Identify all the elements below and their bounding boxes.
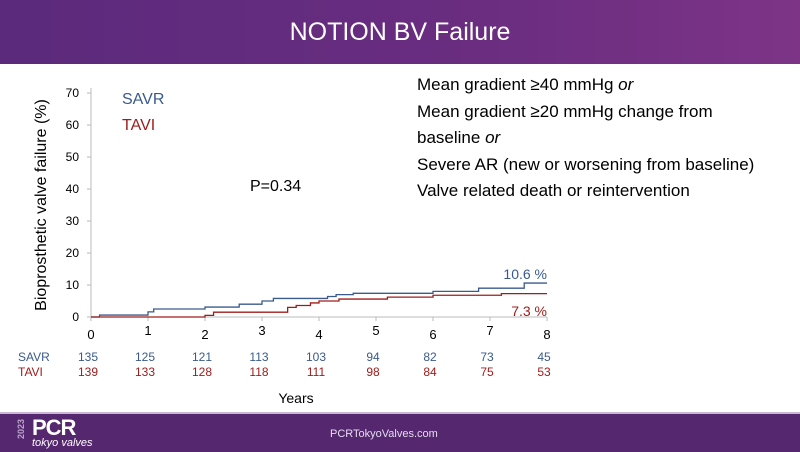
x-axis-label: Years <box>278 390 313 406</box>
y-tick-label: 40 <box>66 182 80 196</box>
p-value: P=0.34 <box>250 178 301 195</box>
risk-value: 135 <box>78 350 98 364</box>
risk-value: 125 <box>135 350 155 364</box>
series-tavi <box>91 292 547 318</box>
risk-value: 139 <box>78 365 98 379</box>
x-tick-label: 3 <box>258 323 265 338</box>
y-tick-label: 20 <box>66 246 80 260</box>
series-savr <box>91 282 547 318</box>
footer-url: PCRTokyoValves.com <box>330 428 438 440</box>
risk-value: 75 <box>480 365 494 379</box>
y-tick-label: 10 <box>66 278 80 292</box>
end-label-savr: 10.6 % <box>503 266 547 282</box>
risk-value: 103 <box>306 350 326 364</box>
y-tick-label: 0 <box>72 310 79 324</box>
x-tick-label: 4 <box>315 327 322 342</box>
risk-value: 98 <box>366 365 380 379</box>
risk-value: 73 <box>480 350 494 364</box>
x-tick-label: 5 <box>372 323 379 338</box>
x-tick-label: 7 <box>486 323 493 338</box>
risk-value: 84 <box>423 365 437 379</box>
x-tick-label: 2 <box>201 327 208 342</box>
end-label-tavi: 7.3 % <box>511 303 547 319</box>
y-tick-label: 30 <box>66 214 80 228</box>
risk-value: 113 <box>249 350 268 364</box>
y-axis-label: Bioprosthetic valve failure (%) <box>33 99 50 311</box>
x-tick-label: 6 <box>429 327 436 342</box>
risk-row-label: TAVI <box>18 365 43 379</box>
x-tick-label: 1 <box>144 323 151 338</box>
criterion: Severe AR (new or worsening from baselin… <box>417 154 755 174</box>
legend-savr: SAVR <box>122 91 164 108</box>
y-tick-label: 50 <box>66 150 80 164</box>
criterion: Mean gradient ≥40 mmHg or <box>417 75 634 94</box>
risk-value: 82 <box>423 350 437 364</box>
y-tick-label: 60 <box>66 118 80 132</box>
legend-tavi: TAVI <box>122 117 155 134</box>
risk-value: 133 <box>135 365 155 379</box>
risk-row-label: SAVR <box>18 350 50 364</box>
risk-value: 128 <box>192 365 212 379</box>
x-tick-label: 0 <box>87 327 94 342</box>
criterion: Mean gradient ≥20 mmHg change from <box>417 101 713 121</box>
risk-value: 53 <box>537 365 551 379</box>
criterion: Valve related death or reintervention <box>417 181 690 200</box>
risk-value: 121 <box>192 350 212 364</box>
risk-value: 111 <box>307 365 326 379</box>
x-tick-label: 8 <box>543 327 550 342</box>
risk-value: 94 <box>366 350 380 364</box>
y-tick-label: 70 <box>66 86 80 100</box>
footer: 2023 PCR tokyo valves PCRTokyoValves.com <box>0 412 800 452</box>
slide-title: NOTION BV Failure <box>0 0 800 64</box>
criterion: baseline or <box>417 128 501 147</box>
risk-value: 118 <box>249 365 268 379</box>
criteria-list: Mean gradient ≥40 mmHg or Mean gradient … <box>417 72 754 205</box>
risk-value: 45 <box>537 350 551 364</box>
